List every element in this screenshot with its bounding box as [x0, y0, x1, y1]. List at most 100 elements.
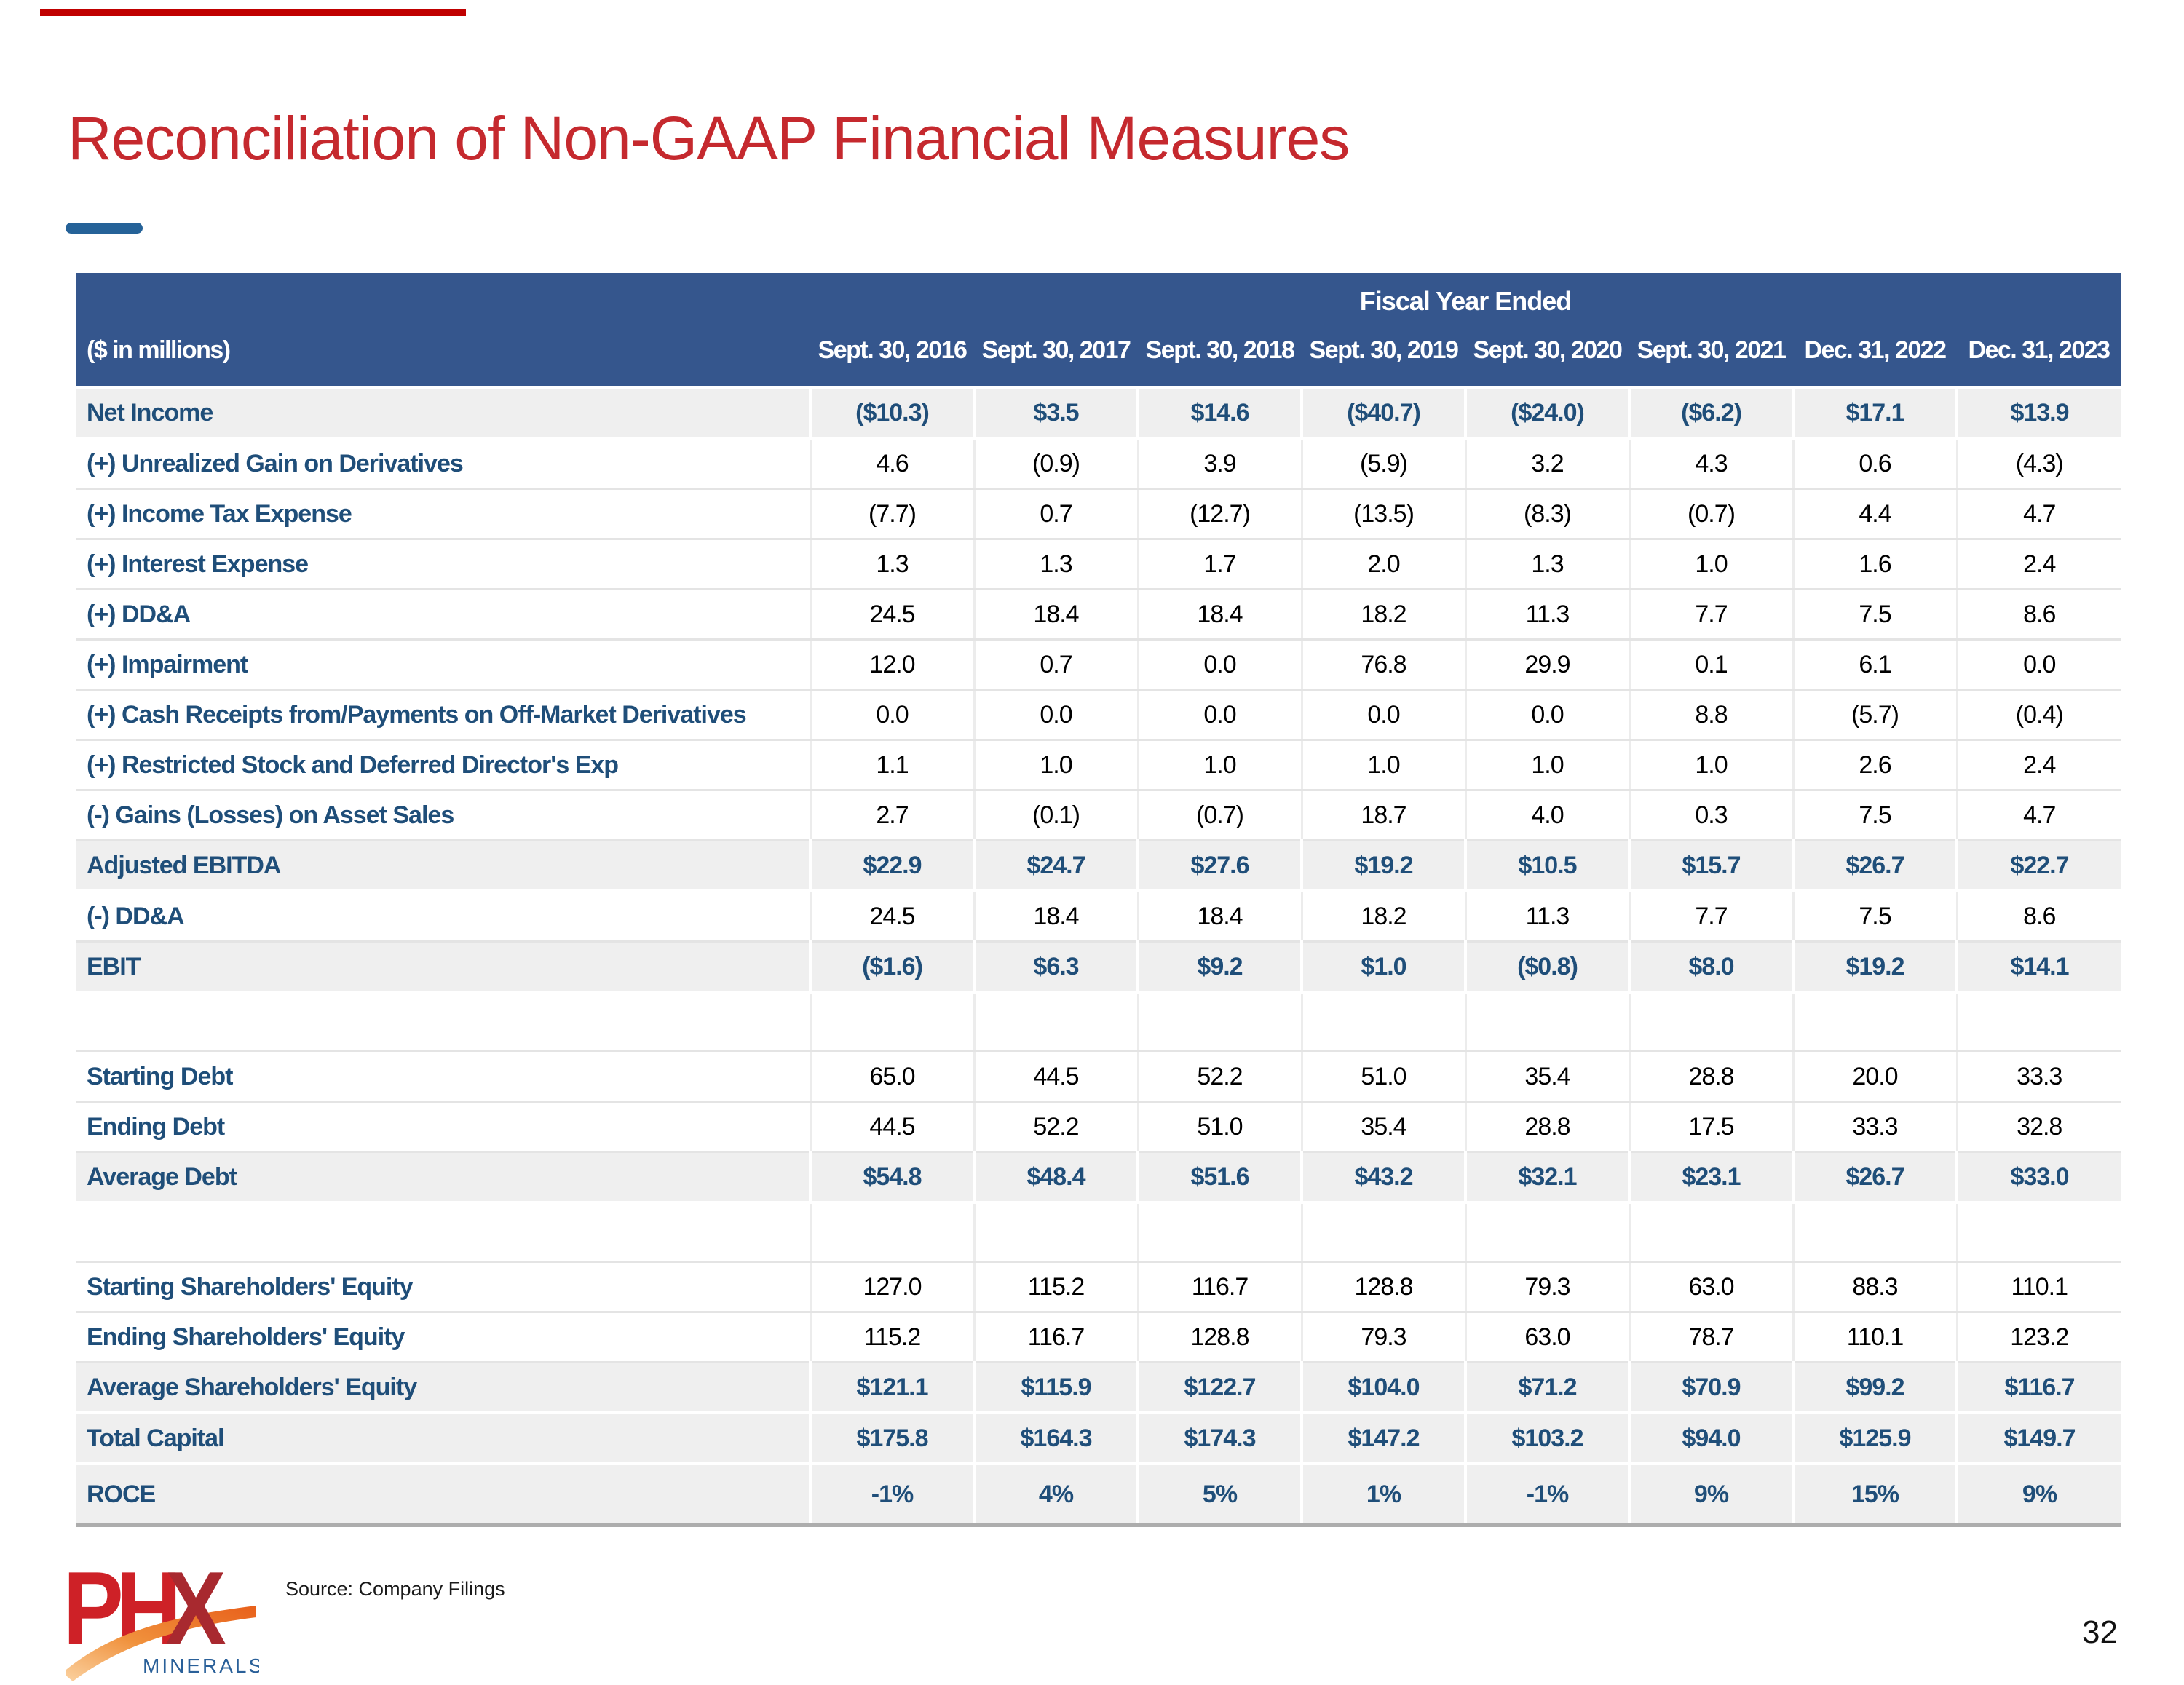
cell-value: 0.0	[1955, 639, 2121, 691]
cell-value: 4.7	[1955, 488, 2121, 540]
unit-label: ($ in millions)	[76, 323, 810, 388]
cell-value: $115.9	[973, 1361, 1138, 1414]
cell-value: 127.0	[809, 1261, 974, 1313]
cell-value: 28.8	[1628, 1051, 1793, 1103]
cell-value: 65.0	[809, 1051, 974, 1103]
cell-value: (8.3)	[1464, 488, 1629, 540]
cell-value: (0.4)	[1955, 689, 2121, 741]
table-header: Fiscal Year Ended ($ in millions) Sept. …	[76, 273, 2121, 388]
cell-value: (13.5)	[1300, 488, 1465, 540]
cell-value: $23.1	[1628, 1151, 1793, 1204]
column-header: Sept. 30, 2018	[1138, 323, 1302, 388]
row-label: Starting Shareholders' Equity	[76, 1261, 810, 1313]
cell-value: 115.2	[809, 1312, 974, 1363]
row-label: (+) DD&A	[76, 589, 810, 641]
table-row: (+) Unrealized Gain on Derivatives 4.6 (0.…	[76, 438, 2121, 490]
group-header: Fiscal Year Ended	[810, 273, 2121, 323]
row-label: (+) Impairment	[76, 639, 810, 691]
cell-value: $14.1	[1955, 940, 2121, 994]
cell-value: 115.2	[973, 1261, 1138, 1313]
cell-value: 1%	[1300, 1462, 1465, 1527]
spacer-cell	[1955, 992, 2121, 1052]
cell-value: $1.0	[1300, 940, 1465, 994]
phx-minerals-logo: PH X MINERALS	[66, 1563, 259, 1681]
cell-value: 1.0	[1136, 740, 1302, 791]
column-header: Sept. 30, 2021	[1629, 323, 1793, 388]
cell-value: 44.5	[809, 1101, 974, 1153]
cell-value: 29.9	[1464, 639, 1629, 691]
cell-value: 0.7	[973, 639, 1138, 691]
spacer-cell	[973, 1202, 1138, 1263]
cell-value: 3.9	[1136, 438, 1302, 490]
cell-value: 79.3	[1300, 1312, 1465, 1363]
cell-value: $51.6	[1136, 1151, 1302, 1204]
cell-value: 24.5	[809, 589, 974, 641]
spacer-cell	[1136, 1202, 1302, 1263]
cell-value: 79.3	[1464, 1261, 1629, 1313]
cell-value: 1.6	[1792, 539, 1957, 590]
cell-value: 1.0	[1464, 740, 1629, 791]
row-label: ROCE	[76, 1462, 810, 1527]
cell-value: $24.7	[973, 839, 1138, 892]
row-label: Net Income	[76, 386, 810, 440]
cell-value: (12.7)	[1136, 488, 1302, 540]
cell-value: $48.4	[973, 1151, 1138, 1204]
cell-value: 0.0	[973, 689, 1138, 741]
cell-value: (0.7)	[1136, 790, 1302, 841]
cell-value: ($0.8)	[1464, 940, 1629, 994]
cell-value: $103.2	[1464, 1411, 1629, 1465]
cell-value: 0.0	[1464, 689, 1629, 741]
cell-value: 76.8	[1300, 639, 1465, 691]
row-label: Average Shareholders' Equity	[76, 1361, 810, 1414]
cell-value: 4.0	[1464, 790, 1629, 841]
cell-value: 18.4	[1136, 891, 1302, 943]
table-row: (+) DD&A 24.5 18.4 18.4 18.2 11.3 7.7 7.5 8.6	[76, 589, 2121, 641]
cell-value: 18.2	[1300, 589, 1465, 641]
cell-value: 4.7	[1955, 790, 2121, 841]
spacer-cell	[1300, 1202, 1465, 1263]
row-label: Average Debt	[76, 1151, 810, 1204]
table-row: Average Debt $54.8 $48.4 $51.6 $43.2 $32.1 $23…	[76, 1151, 2121, 1204]
row-label: (+) Interest Expense	[76, 539, 810, 590]
cell-value: 0.6	[1792, 438, 1957, 490]
cell-value: 5%	[1136, 1462, 1302, 1527]
spacer-cell	[1628, 1202, 1793, 1263]
cell-value: $104.0	[1300, 1361, 1465, 1414]
cell-value: 0.3	[1628, 790, 1793, 841]
cell-value: $70.9	[1628, 1361, 1793, 1414]
cell-value: ($24.0)	[1464, 386, 1629, 440]
table-row: (-) Gains (Losses) on Asset Sales 2.7 (0.1…	[76, 790, 2121, 841]
cell-value: 1.0	[973, 740, 1138, 791]
column-header: Sept. 30, 2020	[1465, 323, 1629, 388]
cell-value: 116.7	[1136, 1261, 1302, 1313]
cell-value: 1.7	[1136, 539, 1302, 590]
table-row: EBIT ($1.6) $6.3 $9.2 $1.0 ($0.8) $8.0 $19.2 $14…	[76, 940, 2121, 994]
cell-value: (5.7)	[1792, 689, 1957, 741]
cell-value: 3.2	[1464, 438, 1629, 490]
cell-value: 18.7	[1300, 790, 1465, 841]
row-label: EBIT	[76, 940, 810, 994]
row-label: Ending Debt	[76, 1101, 810, 1153]
cell-value: $174.3	[1136, 1411, 1302, 1465]
cell-value: 128.8	[1136, 1312, 1302, 1363]
row-label: Starting Debt	[76, 1051, 810, 1103]
column-header: Dec. 31, 2023	[1957, 323, 2121, 388]
table-row: ROCE -1% 4% 5% 1% -1% 9% 15% 9%	[76, 1462, 2121, 1527]
cell-value: 52.2	[973, 1101, 1138, 1153]
cell-value: 18.4	[1136, 589, 1302, 641]
table-row: Net Income ($10.3) $3.5 $14.6 ($40.7) ($24.0)…	[76, 386, 2121, 440]
cell-value: 4.4	[1792, 488, 1957, 540]
cell-value: 1.3	[973, 539, 1138, 590]
cell-value: 8.6	[1955, 891, 2121, 943]
cell-value: 32.8	[1955, 1101, 2121, 1153]
cell-value: $10.5	[1464, 839, 1629, 892]
table-row: (-) DD&A 24.5 18.4 18.4 18.2 11.3 7.7 7.5 8.6	[76, 891, 2121, 943]
cell-value: 2.0	[1300, 539, 1465, 590]
row-label: (+) Cash Receipts from/Payments on Off-M…	[76, 689, 810, 741]
cell-value: 4.6	[809, 438, 974, 490]
cell-value: 35.4	[1300, 1101, 1465, 1153]
cell-value: 11.3	[1464, 891, 1629, 943]
group-header-row: Fiscal Year Ended	[76, 273, 2121, 323]
cell-value: 28.8	[1464, 1101, 1629, 1153]
